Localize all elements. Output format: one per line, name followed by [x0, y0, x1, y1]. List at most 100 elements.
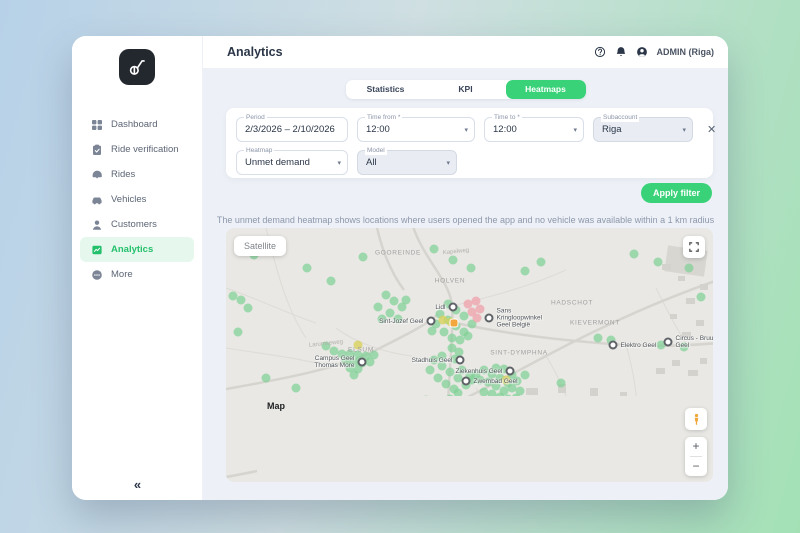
app-window: Dashboard Ride verification Rides Vehicles C… [72, 36, 728, 500]
grid-icon [90, 118, 103, 131]
tab-kpi[interactable]: KPI [458, 84, 473, 94]
analytics-tabs: Statistics KPI Heatmaps [345, 80, 586, 99]
field-label: Time to * [492, 114, 522, 122]
map-poi-zwembad-geel[interactable]: Zwembad Geel [461, 376, 518, 386]
page-title: Analytics [227, 45, 283, 59]
field-label: Period [244, 114, 267, 122]
sidebar: Dashboard Ride verification Rides Vehicles C… [72, 36, 203, 500]
map-poi-ziekenhuis-geel[interactable]: Ziekenhuis Geel [456, 366, 515, 376]
sidebar-item-customers[interactable]: Customers [80, 212, 194, 237]
map-poi-sint-jozef-geel[interactable]: Sint-Jozef Geel [379, 316, 436, 326]
zoom-in-button[interactable]: + [692, 439, 700, 453]
notifications-bell-icon[interactable] [615, 46, 628, 59]
poi-marker-icon [448, 302, 458, 312]
close-filters-icon[interactable]: ✕ [707, 124, 717, 136]
content-area: Statistics KPI Heatmaps Period 2/3/2026 – 2… [203, 68, 728, 500]
sidebar-item-label: Ride verification [111, 144, 179, 155]
field-subaccount[interactable]: Subaccount Riga ▾ [593, 114, 693, 142]
map-type-control: Map Satellite [234, 236, 713, 482]
field-heatmap[interactable]: Heatmap Unmet demand ▾ [236, 147, 348, 175]
apply-filter-button[interactable]: Apply filter [640, 183, 712, 203]
user-avatar-icon[interactable] [636, 46, 649, 59]
more-circle-icon [90, 268, 103, 281]
sidebar-item-label: Customers [111, 219, 157, 230]
poi-marker-icon [505, 366, 515, 376]
filter-panel: Period 2/3/2026 – 2/10/2026 Time from * 12:… [226, 108, 716, 178]
street-view-pegman-button[interactable] [685, 408, 707, 430]
field-model[interactable]: Model All ▾ [357, 147, 457, 175]
chevron-down-icon: ▾ [337, 159, 341, 167]
sidebar-item-analytics[interactable]: Analytics [80, 237, 194, 262]
poi-marker-icon [663, 337, 673, 347]
map-poi-circus-bruul-geel[interactable]: Circus - Bruul | Geel [663, 335, 713, 349]
field-value: 12:00 [493, 124, 517, 135]
poi-marker-icon [357, 357, 367, 367]
sidebar-item-more[interactable]: More [80, 262, 194, 287]
map-poi-elektro-geel[interactable]: Elektro Geel [608, 340, 656, 350]
clipboard-check-icon [90, 143, 103, 156]
field-time-from[interactable]: Time from * 12:00 ▾ [357, 114, 475, 142]
poi-label: Elektro Geel [620, 341, 657, 349]
map-poi-stadhuis-geel[interactable]: Stadhuis Geel [412, 355, 465, 365]
sidebar-item-dashboard[interactable]: Dashboard [80, 112, 194, 137]
field-period[interactable]: Period 2/3/2026 – 2/10/2026 [236, 114, 348, 142]
field-time-to[interactable]: Time to * 12:00 ▾ [484, 114, 584, 142]
poi-marker-icon [608, 340, 618, 350]
map-poi-lidl[interactable]: Lidl [435, 302, 458, 312]
top-header: Analytics ADMIN (Riga) [203, 36, 728, 68]
field-value: Unmet demand [245, 157, 310, 168]
zoom-out-button[interactable]: − [692, 459, 700, 473]
main-panel: Analytics ADMIN (Riga) Statistics KPI Heat… [203, 36, 728, 500]
chevron-down-icon: ▾ [464, 126, 468, 134]
sidebar-item-vehicles[interactable]: Vehicles [80, 187, 194, 212]
field-value: Riga [602, 124, 622, 135]
sidebar-item-label: Analytics [111, 244, 154, 255]
helmet-icon [90, 168, 103, 181]
tab-statistics[interactable]: Statistics [366, 84, 405, 94]
poi-marker-icon [426, 316, 436, 326]
satellite-view-button[interactable]: Satellite [244, 241, 277, 251]
help-icon[interactable] [594, 46, 607, 59]
poi-label: Lidl [435, 303, 446, 311]
sidebar-nav: Dashboard Ride verification Rides Vehicles C… [72, 112, 202, 287]
field-label: Heatmap [244, 147, 275, 155]
map-zoom-control: + − [685, 437, 707, 476]
chevron-down-icon: ▾ [682, 126, 686, 134]
chevron-down-icon: ▾ [446, 159, 450, 167]
field-value: All [366, 157, 377, 168]
sidebar-item-label: Rides [111, 169, 136, 180]
map-view-button[interactable]: Map [257, 396, 713, 482]
tab-heatmaps[interactable]: Heatmaps [505, 80, 586, 99]
poi-label: Stadhuis Geel [411, 356, 453, 364]
poi-marker-icon [461, 376, 471, 386]
poi-label: Campus Geel Thomas More [314, 354, 355, 369]
chevron-down-icon: ▾ [573, 126, 577, 134]
sidebar-item-label: More [111, 269, 133, 280]
field-label: Model [365, 147, 387, 155]
map-canvas[interactable]: GOOREINDEHOLVENELSUMPOIELSINT-DYMPHNAHAD… [226, 228, 713, 482]
person-icon [90, 218, 103, 231]
field-value: 2/3/2026 – 2/10/2026 [245, 124, 335, 135]
poi-label: Sint-Jozef Geel [379, 317, 424, 325]
poi-label: Sans Kringloopwinkel Geel België [496, 306, 543, 329]
sidebar-item-rides[interactable]: Rides [80, 162, 194, 187]
sidebar-collapse-button[interactable]: « [133, 477, 141, 492]
filter-row-1: Period 2/3/2026 – 2/10/2026 Time from * 12:… [226, 114, 716, 142]
heatmap-description: The unmet demand heatmap shows locations… [216, 215, 715, 225]
poi-label: Circus - Bruul | Geel [675, 334, 714, 349]
field-label: Time from * [365, 114, 403, 122]
car-icon [90, 193, 103, 206]
user-label[interactable]: ADMIN (Riga) [656, 47, 715, 57]
zoom-divider [690, 456, 702, 457]
fullscreen-button[interactable] [683, 236, 705, 258]
field-value: 12:00 [366, 124, 390, 135]
map-poi-campus-geel-thomas-more[interactable]: Campus Geel Thomas More [314, 355, 367, 369]
sidebar-item-ride-verification[interactable]: Ride verification [80, 137, 194, 162]
filter-row-2: Heatmap Unmet demand ▾ Model All ▾ [226, 147, 713, 175]
field-label: Subaccount [601, 114, 640, 122]
chart-icon [90, 243, 103, 256]
app-logo-scooter-icon [119, 49, 155, 85]
map-poi-sans-kringloopwinkel-geel-belgi[interactable]: Sans Kringloopwinkel Geel België [484, 307, 542, 329]
poi-marker-icon [455, 355, 465, 365]
